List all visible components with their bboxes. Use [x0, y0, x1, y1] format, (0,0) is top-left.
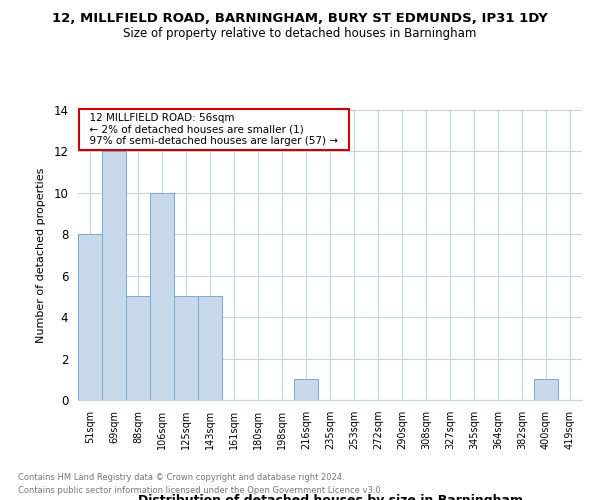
Bar [294, 380, 318, 400]
Text: 12, MILLFIELD ROAD, BARNINGHAM, BURY ST EDMUNDS, IP31 1DY: 12, MILLFIELD ROAD, BARNINGHAM, BURY ST … [52, 12, 548, 26]
Bar [78, 234, 102, 400]
Text: 12 MILLFIELD ROAD: 56sqm  
  ← 2% of detached houses are smaller (1)  
  97% of : 12 MILLFIELD ROAD: 56sqm ← 2% of detache… [83, 113, 344, 146]
Y-axis label: Number of detached properties: Number of detached properties [37, 168, 46, 342]
Text: Size of property relative to detached houses in Barningham: Size of property relative to detached ho… [124, 28, 476, 40]
Text: Contains public sector information licensed under the Open Government Licence v3: Contains public sector information licen… [18, 486, 383, 495]
Bar [150, 193, 174, 400]
Bar [174, 296, 198, 400]
Text: Contains HM Land Registry data © Crown copyright and database right 2024.: Contains HM Land Registry data © Crown c… [18, 474, 344, 482]
Bar [102, 152, 126, 400]
Bar [198, 296, 222, 400]
X-axis label: Distribution of detached houses by size in Barningham: Distribution of detached houses by size … [137, 494, 523, 500]
Bar [126, 296, 150, 400]
Bar [534, 380, 558, 400]
